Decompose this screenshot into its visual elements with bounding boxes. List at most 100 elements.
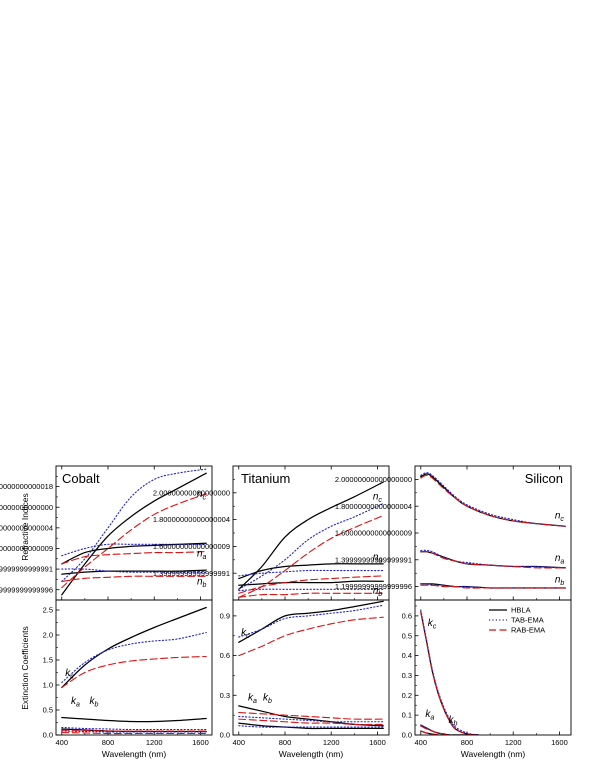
series-line-tab-ema-kb — [238, 725, 384, 728]
x-tick-label: 1600 — [192, 738, 209, 747]
series-line-tab-ema-kc — [238, 604, 384, 638]
x-tick-label: 1200 — [505, 738, 522, 747]
curve-label-subscript: a — [203, 554, 207, 561]
series-line-tab-ema-nc — [61, 468, 207, 582]
series-line-hbla-nb — [420, 583, 566, 589]
series-group — [420, 609, 480, 735]
curve-label-subscript: c — [246, 633, 250, 640]
x-tick-label: 400 — [56, 738, 69, 747]
series-line-hbla-nb — [61, 569, 207, 575]
y-tick-label: 1.39999999999999991 — [335, 555, 412, 564]
y-tick-label: 0.1 — [402, 711, 412, 720]
series-line-rab-ema-kc — [420, 611, 480, 735]
x-tick-label: 400 — [415, 738, 428, 747]
y-tick-label: 1.39999999999999991 — [0, 565, 53, 574]
y-tick-label: 1.80000000000000004 — [153, 515, 230, 524]
y-tick-label: 2.00000000000000000 — [0, 503, 53, 512]
curve-label-nb: nb — [555, 575, 565, 588]
curve-label-kb: kb — [90, 696, 99, 709]
series-line-tab-ema-kb — [420, 730, 480, 735]
series-line-hbla-kc — [61, 606, 207, 689]
curve-label-nb: nb — [197, 577, 207, 590]
y-axis-label-extinction: Extinction Coefficients — [20, 626, 30, 709]
panel-title: Cobalt — [62, 471, 100, 486]
series-line-hbla-ka — [238, 705, 384, 727]
legend-label: TAB-EMA — [511, 616, 544, 625]
y-tick-label: 1.5 — [43, 656, 53, 665]
plot-frame — [414, 465, 572, 601]
curve-label-kc: kc — [241, 628, 250, 641]
panel-title: Titanium — [241, 471, 290, 486]
series-line-rab-ema-na — [238, 575, 384, 594]
y-tick-label: 1.60000000000000009 — [0, 544, 53, 553]
curve-label-subscript: a — [560, 559, 564, 566]
series-line-rab-ema-kb — [61, 731, 207, 735]
curve-label-subscript: b — [560, 580, 564, 587]
curve-label-subscript: b — [203, 582, 207, 589]
chart-panel: 0.0 0.3 0.6 0.9 400 800 1200 1600 Wavelength (nm… — [220, 599, 390, 759]
y-tick-label: 1.39999999999999991 — [153, 569, 230, 578]
series-line-hbla-ka — [61, 716, 207, 723]
series-line-rab-ema-nb — [238, 592, 384, 598]
curve-label-subscript: b — [268, 698, 272, 705]
curve-label-subscript: b — [378, 591, 382, 598]
y-tick-label: 1.80000000000000004 — [0, 523, 53, 532]
series-line-tab-ema-nc — [420, 472, 566, 527]
curve-label-subscript: c — [70, 674, 74, 681]
series-line-rab-ema-kc — [61, 655, 207, 689]
x-axis-label: Wavelength (nm) — [102, 749, 167, 759]
y-tick-label: 2.20000000000000018 — [0, 482, 53, 491]
series-line-rab-ema-na — [420, 551, 566, 569]
series-line-tab-ema-na — [61, 543, 207, 557]
y-tick-label: 2.00000000000000000 — [335, 475, 412, 484]
series-line-tab-ema-nb — [61, 568, 207, 573]
x-tick-label: 800 — [279, 738, 292, 747]
y-tick-label: 0.3 — [220, 691, 230, 700]
series-line-tab-ema-kc — [61, 631, 207, 684]
x-tick-label: 1600 — [551, 738, 568, 747]
x-tick-label: 800 — [461, 738, 474, 747]
curve-label-nc: nc — [373, 492, 383, 505]
curve-label-nc: nc — [197, 489, 207, 502]
y-tick-label: 1.60000000000000009 — [335, 529, 412, 538]
series-line-hbla-nc — [238, 481, 384, 590]
x-tick-label: 400 — [233, 738, 246, 747]
plot-frame — [232, 599, 390, 736]
chart-panel: 1.19999999999999996 1.39999999999999991 1.… — [0, 465, 213, 601]
y-tick-label: 0.9 — [220, 611, 230, 620]
plot-frame — [55, 465, 213, 601]
chart-panel: 0.0 0.5 1.0 1.5 2.0 2.5 400 800 1200 1600 Waveleng… — [43, 599, 213, 759]
series-group — [238, 600, 384, 730]
series-line-tab-ema-kb — [61, 730, 207, 733]
series-line-rab-ema-nc — [420, 474, 566, 527]
series-group — [238, 481, 384, 598]
series-line-hbla-nb — [238, 580, 384, 586]
x-tick-label: 1200 — [323, 738, 340, 747]
series-line-rab-ema-ka — [420, 725, 480, 735]
curve-label-ka: ka — [71, 696, 80, 709]
panel-title: Silicon — [525, 471, 563, 486]
series-line-tab-ema-ka — [238, 715, 384, 723]
curve-label-na: na — [555, 553, 565, 566]
series-line-tab-ema-nb — [238, 588, 384, 592]
chart-panel: 0.0 0.1 0.2 0.3 0.4 0.5 0.6 400 800 1200 1600 Wavel… — [402, 599, 572, 759]
chart-panels: 1.19999999999999996 1.39999999999999991 1.… — [0, 465, 572, 759]
series-line-hbla-na — [238, 563, 384, 580]
series-line-tab-ema-na — [238, 569, 384, 577]
y-tick-label: 1.60000000000000009 — [153, 542, 230, 551]
y-tick-label: 1.19999999999999996 — [335, 582, 412, 591]
y-tick-label: 1.80000000000000004 — [335, 502, 412, 511]
plot-frame — [55, 599, 213, 736]
curve-label-subscript: c — [378, 497, 382, 504]
chart-panel: 1.19999999999999996 1.39999999999999991 1.… — [335, 465, 572, 601]
plot-frame — [414, 599, 572, 736]
curve-label-na: na — [373, 552, 383, 565]
curve-label-subscript: a — [378, 557, 382, 564]
y-tick-label: 0.5 — [402, 631, 412, 640]
curve-label-subscript: a — [430, 715, 434, 722]
series-line-rab-ema-na — [61, 551, 207, 565]
y-tick-label: 0.0 — [220, 731, 230, 740]
series-line-rab-ema-kb — [238, 718, 384, 726]
